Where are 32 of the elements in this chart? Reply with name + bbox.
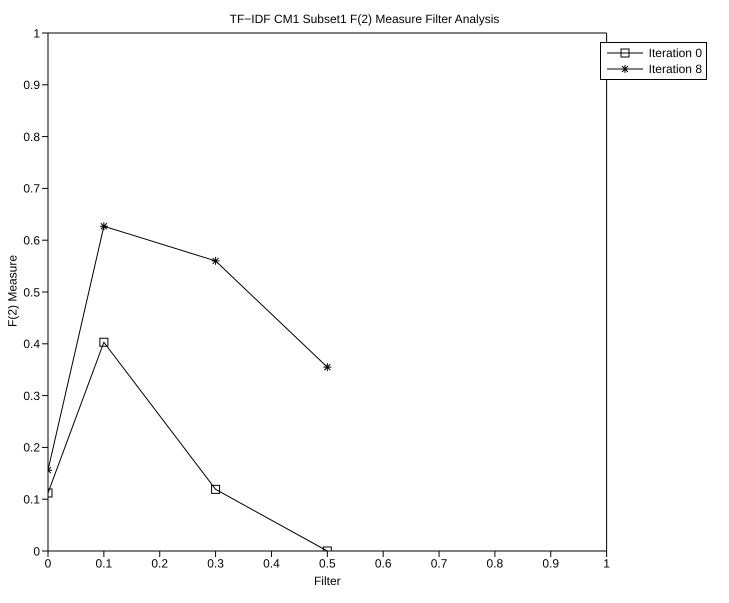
y-tick-label: 0.5 — [23, 285, 40, 300]
y-axis-title: F(2) Measure — [5, 254, 20, 327]
point — [99, 222, 108, 231]
y-tick-label: 0.4 — [23, 337, 40, 352]
point — [211, 484, 220, 494]
point — [322, 362, 332, 372]
x-tick-label: 0 — [44, 556, 52, 571]
point — [211, 256, 220, 266]
x-axis-title: Filter — [314, 574, 341, 588]
x-tick-label: 0.1 — [96, 556, 113, 571]
point — [99, 338, 108, 347]
y-tick-label: 0.1 — [23, 492, 40, 506]
x-tick-label: 0.4 — [263, 556, 280, 571]
legend-label: Iteration 8 — [648, 62, 702, 76]
y-tick-label: 0.8 — [23, 130, 40, 144]
x-tick-label: 0.2 — [151, 556, 168, 571]
y-tick-label: 0.7 — [23, 182, 40, 196]
y-tick-label: 0.6 — [23, 233, 40, 248]
legend-label: Iteration 0 — [648, 46, 702, 60]
x-tick-label: 0.9 — [542, 556, 560, 571]
y-tick-label: 1 — [33, 26, 40, 40]
x-tick-label: 0.6 — [374, 556, 392, 571]
chart-title: TF−IDF CM1 Subset1 F(2) Measure Filter Analysis — [228, 12, 500, 26]
x-tick-label: 0.8 — [486, 556, 504, 571]
y-tick-label: 0.9 — [23, 78, 40, 92]
y-tick-label: 0.2 — [23, 440, 40, 455]
x-tick-label: 0.7 — [430, 556, 448, 571]
x-tick-label: 0.3 — [207, 556, 224, 571]
y-tick-label: 0 — [33, 544, 40, 558]
x-tick-label: 0.5 — [318, 556, 336, 571]
x-tick-label: 1 — [603, 556, 610, 571]
y-tick-label: 0.3 — [23, 388, 40, 403]
